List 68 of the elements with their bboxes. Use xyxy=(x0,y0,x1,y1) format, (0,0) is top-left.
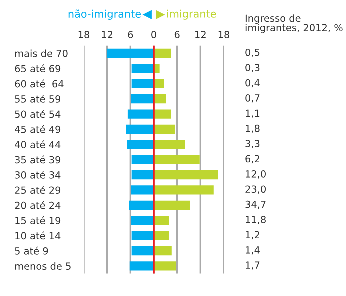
bar xyxy=(154,262,176,271)
x-tick-label: 0 xyxy=(152,31,156,38)
bar xyxy=(127,140,154,150)
x-tick-label: 12 xyxy=(102,31,113,38)
bar xyxy=(129,200,154,210)
y-tick-label: 5 até 9 xyxy=(15,246,48,255)
text: Ingresso de imigrantes, 2012, % xyxy=(246,14,343,34)
y-tick-label: 25 até 29 xyxy=(15,186,61,194)
y-tick-label: menos de 5 xyxy=(15,262,71,270)
text: 1,2 xyxy=(246,231,260,240)
text: 0,4 xyxy=(246,79,260,88)
bar xyxy=(154,124,175,134)
y-tick-label: 65 até 69 xyxy=(15,64,61,73)
bar xyxy=(128,110,154,119)
text: 23,0 xyxy=(246,186,266,194)
y-tick-label: 40 até 44 xyxy=(15,140,61,148)
y-tick-label: 35 até 39 xyxy=(15,156,61,164)
bar xyxy=(154,200,190,210)
bar xyxy=(154,155,200,164)
bar xyxy=(154,170,218,180)
y-tick-label: 50 até 54 xyxy=(15,110,61,118)
text: 0,5 xyxy=(246,48,260,58)
y-tick-label: 55 até 59 xyxy=(15,94,61,103)
bar xyxy=(154,186,214,195)
y-tick-label: mais de 70 xyxy=(15,50,68,58)
text: 12,0 xyxy=(246,170,266,179)
bar xyxy=(126,124,154,134)
bar xyxy=(106,48,154,58)
text: 1,8 xyxy=(246,124,260,134)
y-tick-label: 20 até 24 xyxy=(15,201,61,210)
x-tick-label: 6 xyxy=(128,31,134,38)
y-tick-label: 60 até 64 xyxy=(15,80,64,88)
bar xyxy=(130,262,154,271)
text: 1,7 xyxy=(246,262,260,270)
bar xyxy=(154,140,186,150)
y-tick-label: 15 até 19 xyxy=(16,216,61,224)
x-tick-label: 18 xyxy=(78,31,90,38)
text: 6,2 xyxy=(246,155,260,164)
bar xyxy=(154,246,172,256)
text: 3,3 xyxy=(246,140,260,148)
x-tick-label: 18 xyxy=(218,31,230,38)
bar xyxy=(132,170,154,180)
bar xyxy=(154,216,170,226)
bar xyxy=(132,231,154,240)
bar xyxy=(131,216,154,226)
x-tick-label: 12 xyxy=(196,31,206,38)
text: 1,4 xyxy=(246,246,260,255)
legend-label: imigrante xyxy=(167,10,216,20)
bar xyxy=(154,48,172,58)
text: não-imigrante xyxy=(68,10,141,20)
y-tick-label: 30 até 34 xyxy=(15,170,61,179)
bar xyxy=(132,64,154,74)
bar xyxy=(131,94,154,104)
bar xyxy=(154,231,170,240)
text: 1,1 xyxy=(246,110,260,118)
text: 0,7 xyxy=(246,94,260,103)
bar xyxy=(154,110,172,119)
bar xyxy=(132,155,154,164)
bar xyxy=(132,246,154,256)
y-tick-label: 10 até 14 xyxy=(16,232,61,240)
text: 11,8 xyxy=(246,216,266,224)
x-tick-label: 6 xyxy=(174,31,180,38)
text: 0,3 xyxy=(246,64,260,72)
bar xyxy=(154,94,166,104)
bar xyxy=(131,186,154,195)
bar xyxy=(132,79,154,88)
y-tick-label: 45 até 49 xyxy=(15,125,61,134)
text: 34,7 xyxy=(246,200,266,210)
